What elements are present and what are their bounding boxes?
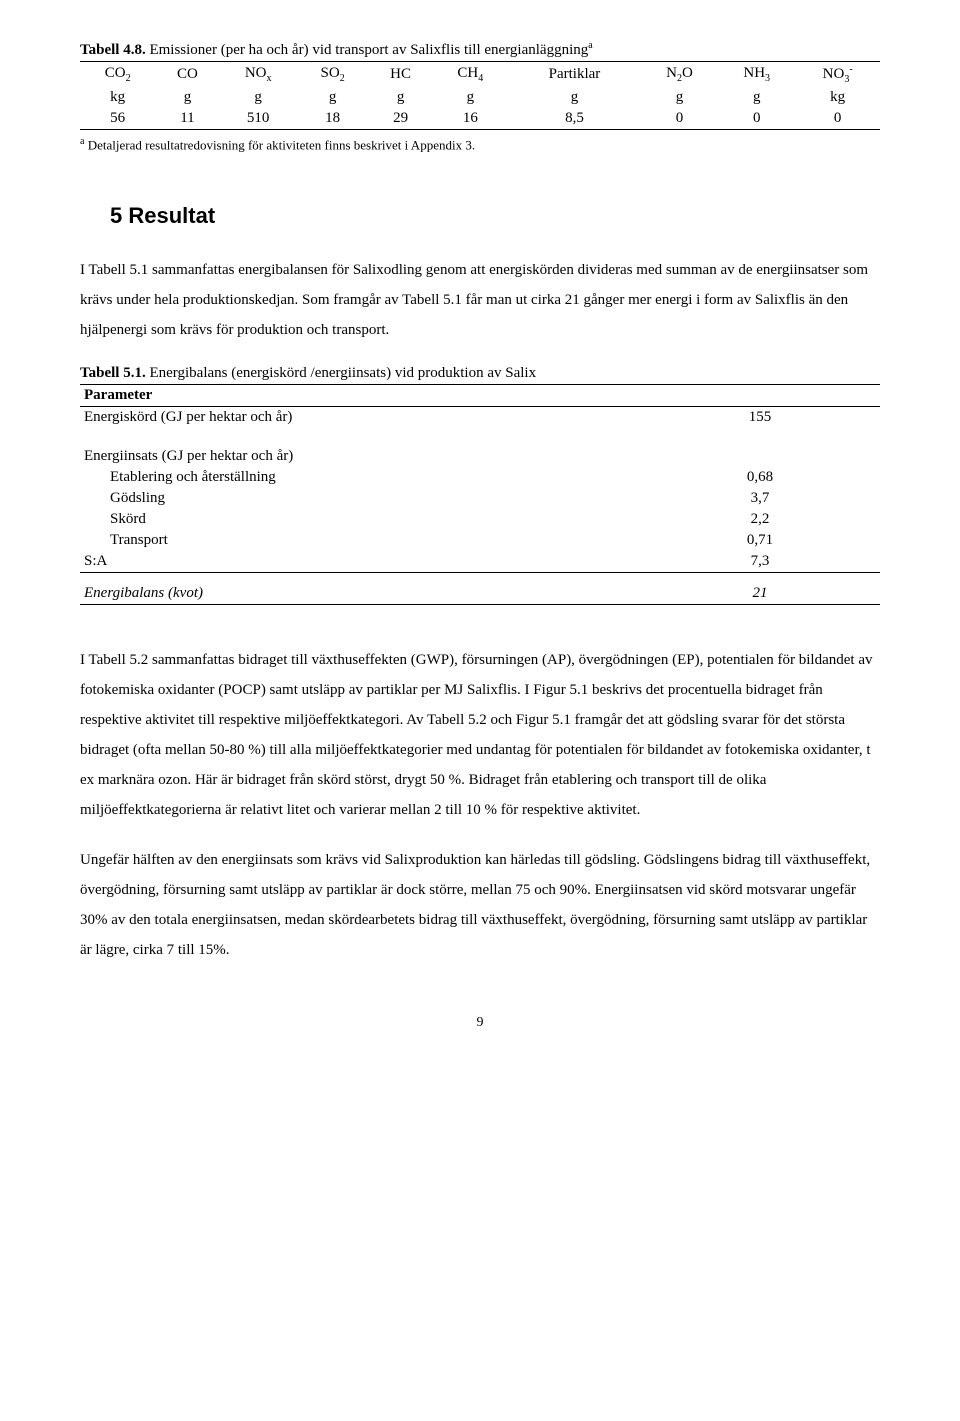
table51-row-label: Etablering och återställning (80, 467, 640, 488)
table51: Parameter Energiskörd (GJ per hektar och… (80, 384, 880, 605)
table48-header-row: CO2CONOxSO2HCCH4PartiklarN2ONH3NO3- (80, 62, 880, 88)
table51-row-label: Transport (80, 530, 640, 551)
table51-row-val: 0,68 (640, 467, 880, 488)
table48-col-header: N2O (641, 62, 718, 88)
table51-param-label: Parameter (80, 385, 640, 407)
table48-col-header: HC (368, 62, 432, 88)
table48-value: 18 (297, 108, 369, 130)
table48-caption-sup: a (588, 40, 592, 51)
table48-unit: g (508, 87, 641, 108)
table48-units-row: kgggggggggkg (80, 87, 880, 108)
para2: I Tabell 5.2 sammanfattas bidraget till … (80, 645, 880, 825)
section5-para1: I Tabell 5.1 sammanfattas energibalansen… (80, 255, 880, 345)
table48-col-header: NOx (220, 62, 297, 88)
table51-row: Transport0,71 (80, 530, 880, 551)
table51-row-val: 2,2 (640, 509, 880, 530)
table51-balance-label: Energibalans (kvot) (80, 573, 640, 605)
table48-footnote: a Detaljerad resultatredovisning för akt… (80, 136, 880, 153)
table51-row-val: 3,7 (640, 488, 880, 509)
table48-footnote-text: Detaljerad resultatredovisning för aktiv… (84, 137, 475, 152)
table51-row-harvest: Energiskörd (GJ per hektar och år) 155 (80, 407, 880, 429)
table51-harvest-label: Energiskörd (GJ per hektar och år) (80, 407, 640, 429)
table51-caption-bold: Tabell 5.1. (80, 365, 146, 381)
table48-value: 29 (368, 108, 432, 130)
table51-header: Parameter (80, 385, 880, 407)
table51-row-val: 0,71 (640, 530, 880, 551)
table48-col-header: Partiklar (508, 62, 641, 88)
table48-caption: Tabell 4.8. Emissioner (per ha och år) v… (80, 40, 880, 59)
table48-value: 0 (795, 108, 880, 130)
table48-unit: kg (795, 87, 880, 108)
table48-caption-text: Emissioner (per ha och år) vid transport… (146, 42, 589, 58)
table48-unit: g (297, 87, 369, 108)
table51-row: Etablering och återställning0,68 (80, 467, 880, 488)
table51-group-row: Energiinsats (GJ per hektar och år) (80, 446, 880, 467)
table51-balance-row: Energibalans (kvot) 21 (80, 573, 880, 605)
table48-col-header: NO3- (795, 62, 880, 88)
table48-unit: kg (80, 87, 155, 108)
table48-col-header: SO2 (297, 62, 369, 88)
table48-data-row: 56115101829168,5000 (80, 108, 880, 130)
table51-balance-val: 21 (640, 573, 880, 605)
table48-value: 11 (155, 108, 219, 130)
table48-value: 16 (433, 108, 508, 130)
page-number: 9 (80, 1015, 880, 1031)
table48-unit: g (433, 87, 508, 108)
table51-row-label: Gödsling (80, 488, 640, 509)
document-page: Tabell 4.8. Emissioner (per ha och år) v… (0, 0, 960, 1071)
table51-caption-text: Energibalans (energiskörd /energiinsats)… (146, 365, 536, 381)
table51-row: Skörd2,2 (80, 509, 880, 530)
table48-value: 8,5 (508, 108, 641, 130)
table48-col-header: CO (155, 62, 219, 88)
table48-col-header: CO2 (80, 62, 155, 88)
table51-harvest-val: 155 (640, 407, 880, 429)
table48-col-header: NH3 (718, 62, 795, 88)
table51-row-label: Skörd (80, 509, 640, 530)
table48-value: 56 (80, 108, 155, 130)
table48-unit: g (220, 87, 297, 108)
table48-caption-bold: Tabell 4.8. (80, 42, 146, 58)
table51-row: Gödsling3,7 (80, 488, 880, 509)
para3: Ungefär hälften av den energiinsats som … (80, 845, 880, 965)
table48-unit: g (718, 87, 795, 108)
table48: CO2CONOxSO2HCCH4PartiklarN2ONH3NO3- kggg… (80, 61, 880, 130)
table48-unit: g (155, 87, 219, 108)
table48-unit: g (368, 87, 432, 108)
table51-sum-val: 7,3 (640, 551, 880, 573)
table51-caption: Tabell 5.1. Energibalans (energiskörd /e… (80, 365, 880, 382)
table48-value: 0 (718, 108, 795, 130)
table48-value: 510 (220, 108, 297, 130)
table48-unit: g (641, 87, 718, 108)
table51-sum-row: S:A 7,3 (80, 551, 880, 573)
section5-heading: 5 Resultat (80, 203, 880, 229)
table48-col-header: CH4 (433, 62, 508, 88)
table51-sum-label: S:A (80, 551, 640, 573)
table48-value: 0 (641, 108, 718, 130)
table51-group-label: Energiinsats (GJ per hektar och år) (80, 446, 640, 467)
